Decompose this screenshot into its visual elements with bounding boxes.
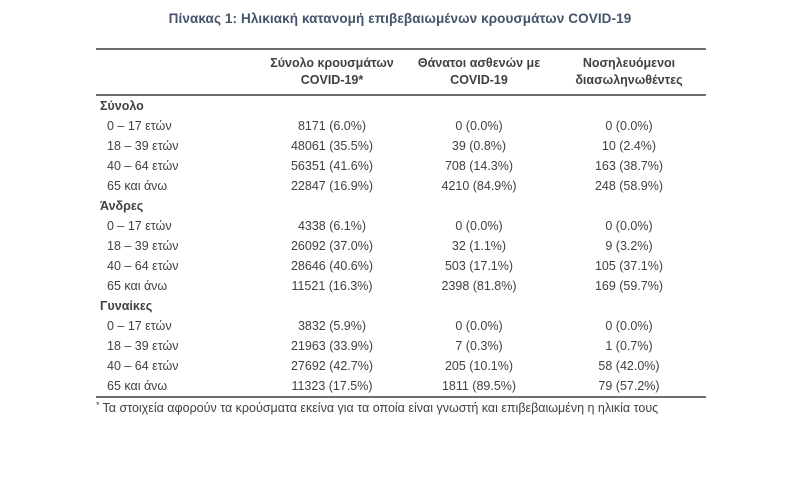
age-cell: 40 – 64 ετών <box>107 159 179 173</box>
cases-cell: 11323 (17.5%) <box>291 379 373 393</box>
header-intubated-line1: Νοσηλευόμενοι <box>582 56 676 70</box>
intubated-cell: 0 (0.0%) <box>605 219 653 233</box>
footnote-text: Τα στοιχεία αφορούν τα κρούσματα εκείνα … <box>102 401 659 415</box>
cases-cell: 8171 (6.0%) <box>297 119 367 133</box>
table-row: 40 – 64 ετών 28646 (40.6%) 503 (17.1%) 105 … <box>96 256 706 276</box>
header-deaths: Θάνατοι ασθενών με COVID-19 <box>406 48 552 96</box>
section-label: Άνδρες <box>100 199 144 213</box>
age-cell: 0 – 17 ετών <box>107 119 172 133</box>
age-cell: 65 και άνω <box>107 279 168 293</box>
section-row: Άνδρες <box>96 196 706 216</box>
intubated-cell: 105 (37.1%) <box>594 259 664 273</box>
section-row: Γυναίκες <box>96 296 706 316</box>
covid-age-table: Σύνολο κρουσμάτων COVID-19* Θάνατοι ασθε… <box>96 48 706 398</box>
section-label: Σύνολο <box>100 99 144 113</box>
cases-cell: 3832 (5.9%) <box>297 319 367 333</box>
age-cell: 65 και άνω <box>107 179 168 193</box>
intubated-cell: 248 (58.9%) <box>594 179 664 193</box>
footnote-asterisk: * <box>96 400 100 410</box>
cases-cell: 28646 (40.6%) <box>290 259 373 273</box>
deaths-cell: 205 (10.1%) <box>444 359 514 373</box>
section-label: Γυναίκες <box>100 299 153 313</box>
table-title: Πίνακας 1: Ηλικιακή κατανομή επιβεβαιωμέ… <box>168 11 632 26</box>
deaths-cell: 503 (17.1%) <box>444 259 514 273</box>
deaths-cell: 2398 (81.8%) <box>441 279 517 293</box>
deaths-cell: 0 (0.0%) <box>455 119 503 133</box>
intubated-cell: 0 (0.0%) <box>605 119 653 133</box>
cases-cell: 4338 (6.1%) <box>297 219 367 233</box>
intubated-cell: 58 (42.0%) <box>598 359 660 373</box>
deaths-cell: 32 (1.1%) <box>451 239 507 253</box>
table-row: 0 – 17 ετών 3832 (5.9%) 0 (0.0%) 0 (0.0%) <box>96 316 706 336</box>
cases-cell: 48061 (35.5%) <box>290 139 373 153</box>
header-intubated: Νοσηλευόμενοι διασωληνωθέντες <box>552 48 706 96</box>
table-row: 40 – 64 ετών 56351 (41.6%) 708 (14.3%) 163 … <box>96 156 706 176</box>
header-empty-cell <box>96 48 258 96</box>
age-cell: 0 – 17 ετών <box>107 319 172 333</box>
footnote: * Τα στοιχεία αφορούν τα κρούσματα εκείνα… <box>96 400 708 415</box>
table-row: 65 και άνω 11521 (16.3%) 2398 (81.8%) 169 (… <box>96 276 706 296</box>
cases-cell: 26092 (37.0%) <box>290 239 373 253</box>
deaths-cell: 7 (0.3%) <box>455 339 503 353</box>
age-cell: 65 και άνω <box>107 379 168 393</box>
header-row: Σύνολο κρουσμάτων COVID-19* Θάνατοι ασθε… <box>96 48 706 96</box>
cases-cell: 22847 (16.9%) <box>290 179 373 193</box>
age-cell: 40 – 64 ετών <box>107 259 179 273</box>
deaths-cell: 708 (14.3%) <box>444 159 514 173</box>
table-header: Σύνολο κρουσμάτων COVID-19* Θάνατοι ασθε… <box>96 48 706 96</box>
section-row: Σύνολο <box>96 95 706 116</box>
table-row: 18 – 39 ετών 21963 (33.9%) 7 (0.3%) 1 (0.7%… <box>96 336 706 356</box>
table-row: 65 και άνω 22847 (16.9%) 4210 (84.9%) 248 (… <box>96 176 706 196</box>
table-row: 18 – 39 ετών 48061 (35.5%) 39 (0.8%) 10 (2.… <box>96 136 706 156</box>
table-row: 40 – 64 ετών 27692 (42.7%) 205 (10.1%) 58 (… <box>96 356 706 376</box>
header-cases-line2: COVID-19* <box>300 72 364 87</box>
table-row: 0 – 17 ετών 4338 (6.1%) 0 (0.0%) 0 (0.0%) <box>96 216 706 236</box>
cases-cell: 27692 (42.7%) <box>290 359 373 373</box>
intubated-cell: 1 (0.7%) <box>605 339 653 353</box>
deaths-cell: 0 (0.0%) <box>455 319 503 333</box>
table-row: 18 – 39 ετών 26092 (37.0%) 32 (1.1%) 9 (3.2… <box>96 236 706 256</box>
intubated-cell: 79 (57.2%) <box>598 379 660 393</box>
age-cell: 18 – 39 ετών <box>107 239 179 253</box>
table-row: 65 και άνω 11323 (17.5%) 1811 (89.5%) 79 (5… <box>96 376 706 397</box>
header-intubated-line2: διασωληνωθέντες <box>575 72 683 87</box>
intubated-cell: 163 (38.7%) <box>594 159 664 173</box>
intubated-cell: 169 (59.7%) <box>594 279 664 293</box>
intubated-cell: 0 (0.0%) <box>605 319 653 333</box>
table-row: 0 – 17 ετών 8171 (6.0%) 0 (0.0%) 0 (0.0%) <box>96 116 706 136</box>
table-body: Σύνολο 0 – 17 ετών 8171 (6.0%) 0 (0.0%) 0 (0… <box>96 95 706 397</box>
deaths-cell: 4210 (84.9%) <box>441 179 517 193</box>
header-cases: Σύνολο κρουσμάτων COVID-19* <box>258 48 406 96</box>
header-cases-line1: Σύνολο κρουσμάτων <box>270 56 394 70</box>
cases-cell: 56351 (41.6%) <box>290 159 373 173</box>
cases-cell: 11521 (16.3%) <box>291 279 373 293</box>
header-deaths-line2: COVID-19 <box>450 72 508 87</box>
age-cell: 18 – 39 ετών <box>107 139 179 153</box>
age-cell: 40 – 64 ετών <box>107 359 179 373</box>
intubated-cell: 10 (2.4%) <box>601 139 657 153</box>
age-cell: 18 – 39 ετών <box>107 339 179 353</box>
deaths-cell: 0 (0.0%) <box>455 219 503 233</box>
deaths-cell: 39 (0.8%) <box>451 139 507 153</box>
header-deaths-line1: Θάνατοι ασθενών με <box>417 56 541 70</box>
cases-cell: 21963 (33.9%) <box>290 339 373 353</box>
deaths-cell: 1811 (89.5%) <box>441 379 517 393</box>
intubated-cell: 9 (3.2%) <box>605 239 653 253</box>
age-cell: 0 – 17 ετών <box>107 219 172 233</box>
